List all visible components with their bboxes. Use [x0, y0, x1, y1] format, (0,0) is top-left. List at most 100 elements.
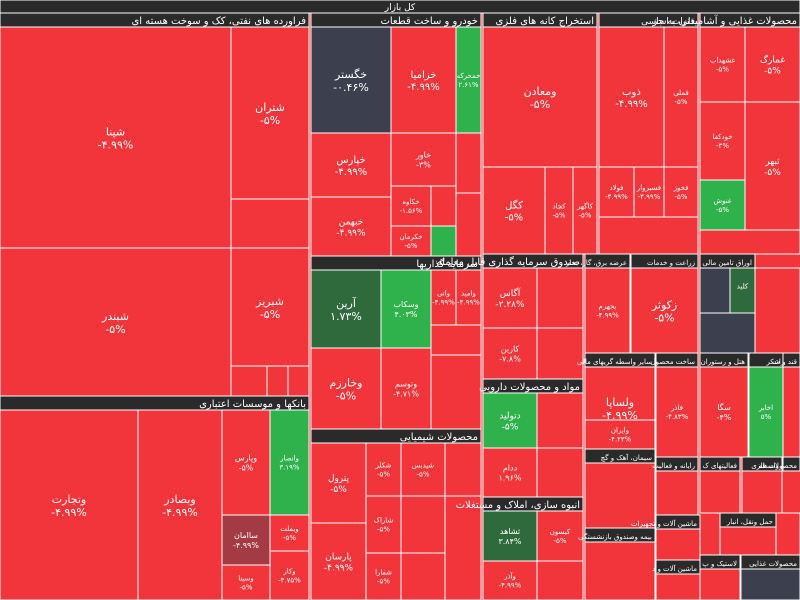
sector-header-label: عرضه برق، گاز، بخار — [565, 258, 627, 267]
tile-symbol-label: خبهمن — [339, 218, 363, 228]
tile-change-label: -۴.۹۹% — [162, 506, 198, 519]
tile-change-label: -۴.۹۹% — [605, 193, 628, 201]
tile-change-label: -۵% — [260, 308, 280, 321]
tile-change-label: -۱.۵۶% — [400, 207, 423, 215]
tile-change-label: -۵% — [239, 464, 254, 473]
treemap-tile — [455, 26, 482, 134]
treemap-tile — [430, 269, 457, 326]
treemap-tile — [699, 101, 746, 181]
sector-header-label: قند و شکر — [765, 358, 797, 366]
tile-symbol-label: پارسان — [325, 553, 352, 563]
tile-change-label: -۵% — [764, 168, 781, 178]
tile-symbol-label: آرین — [336, 296, 357, 310]
sector-header — [699, 253, 756, 269]
tile-change-label: ۱.۹۶% — [498, 474, 521, 483]
treemap-tile — [430, 354, 482, 430]
sector-header — [655, 559, 701, 575]
tile-change-label: -۴.۸۳% — [666, 413, 689, 421]
tile-symbol-label: فخوز — [673, 184, 689, 192]
treemap-tile — [380, 269, 432, 349]
tile-symbol-label: خزامیا — [411, 70, 437, 81]
sector-header-label: سیمان، آهک و گچ — [601, 453, 653, 462]
treemap-tile — [310, 442, 367, 524]
treemap-tile — [482, 26, 598, 168]
treemap-tile — [365, 552, 402, 600]
tile-change-label: -۴.۲۳% — [609, 436, 632, 444]
tile-symbol-label: شبندر — [101, 310, 129, 323]
tile-change-label: -۴.۹۹% — [51, 506, 87, 519]
tile-change-label: -۴.۹۹% — [638, 193, 661, 201]
tile-change-label: -۵% — [377, 578, 390, 586]
tile-change-label: -۵% — [654, 312, 674, 325]
sector-header-label: خودرو و ساخت قطعات — [380, 16, 478, 27]
tile-symbol-label: کلید — [737, 283, 749, 291]
tile-change-label: -۵% — [553, 212, 566, 220]
tile-symbol-label: خاور — [415, 151, 431, 160]
treemap-tile — [310, 196, 392, 257]
tile-change-label: -۴.۹۹% — [98, 139, 134, 152]
treemap-tile — [699, 267, 731, 314]
sector-header-label: صندوق سرمایه گذاری قابل معامله — [437, 256, 580, 268]
tile-symbol-label: ولساپا — [606, 396, 634, 409]
sector-header — [655, 514, 701, 530]
sector-header-label: مواد و محصولات دارویی — [479, 382, 580, 393]
sector-header — [782, 456, 800, 472]
tile-change-label: -۵% — [716, 206, 729, 214]
sector-header — [699, 352, 749, 368]
tile-symbol-label: خپارس — [336, 155, 365, 166]
tile-symbol-label: ذوب — [622, 87, 641, 98]
tile-symbol-label: وپارس — [235, 454, 257, 463]
tile-symbol-label: وانصار — [279, 455, 299, 463]
treemap-tile — [444, 495, 482, 600]
sector-header-label: سرمایه گذاریها — [416, 258, 478, 270]
tile-change-label: ۲.۶۱% — [458, 81, 479, 89]
treemap-tile — [699, 470, 741, 514]
tile-symbol-label: خودکفا — [712, 133, 732, 141]
sector-header-label: فعالیتهای ک — [702, 462, 737, 470]
tile-change-label: -۵% — [554, 537, 567, 545]
treemap-tile — [584, 462, 656, 529]
treemap-tile — [455, 269, 482, 326]
treemap-tile — [536, 267, 584, 329]
tile-symbol-label: وتجارت — [52, 493, 87, 506]
treemap-tile — [536, 392, 584, 449]
treemap-tile — [269, 409, 310, 516]
treemap-tile — [655, 366, 699, 458]
treemap-tile — [744, 101, 800, 231]
sector-header — [782, 352, 800, 368]
sector-header-label: محصولات غذایی — [749, 560, 797, 568]
tile-symbol-label: وسکاب — [394, 300, 419, 309]
treemap-tile — [598, 166, 635, 218]
treemap-tile — [598, 216, 699, 255]
treemap-tile — [444, 442, 482, 497]
treemap-tile — [482, 510, 538, 562]
sector-header-label: اوراق تامین مالی — [702, 259, 752, 267]
treemap-tile — [544, 166, 574, 255]
tile-symbol-label: خکرمان — [399, 233, 422, 241]
sector-header — [655, 456, 699, 472]
tile-symbol-label: خگستر — [334, 68, 367, 81]
tile-symbol-label: کچاد — [552, 203, 566, 211]
sector-header-label: هتل و رستوران — [701, 358, 746, 366]
sector-header-label: محصولات غذایی و آشامیدنی به جز — [651, 14, 797, 27]
treemap-tile — [380, 347, 432, 430]
tile-symbol-label: شتران — [255, 101, 285, 114]
tile-symbol-label: وایران — [611, 427, 629, 435]
tile-symbol-label: غشهداب — [710, 57, 736, 65]
sector-header-label: لاستیک و پ — [702, 560, 737, 568]
treemap-tile — [482, 267, 538, 329]
treemap-tile — [221, 564, 271, 600]
sector-header-label: فراورده های نفتی، کک و سوخت هسته ای — [131, 16, 306, 27]
treemap-tile — [269, 550, 310, 600]
sector-header-label: محصولات فلزی — [751, 462, 797, 470]
treemap-tile — [230, 365, 268, 397]
treemap-tile — [782, 366, 800, 458]
treemap-tile — [584, 541, 656, 600]
treemap-tile — [287, 365, 310, 397]
treemap-tile — [663, 26, 699, 168]
tile-change-label: ۱.۷۳% — [330, 310, 362, 323]
tile-symbol-label: پترول — [328, 474, 350, 484]
tile-symbol-label: ساامان — [234, 531, 258, 540]
treemap-tile — [536, 447, 584, 498]
